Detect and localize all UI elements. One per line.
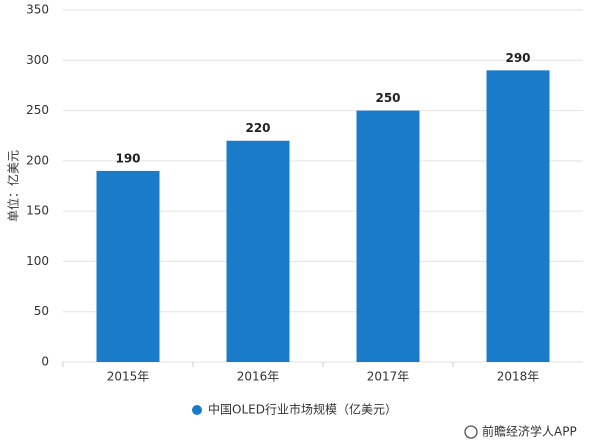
legend-label: 中国OLED行业市场规模（亿美元） <box>208 402 397 417</box>
data-label: 190 <box>115 151 140 165</box>
bar <box>356 110 420 362</box>
y-tick-label: 50 <box>34 304 49 318</box>
y-tick-label: 150 <box>26 204 49 218</box>
y-axis-label: 单位：亿美元 <box>6 150 21 222</box>
y-tick-label: 300 <box>26 53 49 67</box>
y-tick-label: 100 <box>26 254 49 268</box>
data-label: 290 <box>505 51 530 65</box>
y-tick-label: 250 <box>26 103 49 117</box>
bar <box>486 70 550 362</box>
y-tick-label: 350 <box>26 3 49 17</box>
bar <box>226 140 290 362</box>
x-tick-label: 2016年 <box>237 370 280 384</box>
x-tick-label: 2015年 <box>107 370 150 384</box>
data-label: 250 <box>375 91 400 105</box>
legend-marker <box>192 405 202 415</box>
bar <box>96 170 160 362</box>
y-tick-label: 0 <box>41 355 49 369</box>
source: 前瞻经济学人APP <box>482 424 577 439</box>
data-label: 220 <box>245 121 270 135</box>
source-icon <box>464 425 478 439</box>
x-tick-label: 2017年 <box>367 370 410 384</box>
y-tick-label: 200 <box>26 153 49 167</box>
x-tick-label: 2018年 <box>497 370 540 384</box>
